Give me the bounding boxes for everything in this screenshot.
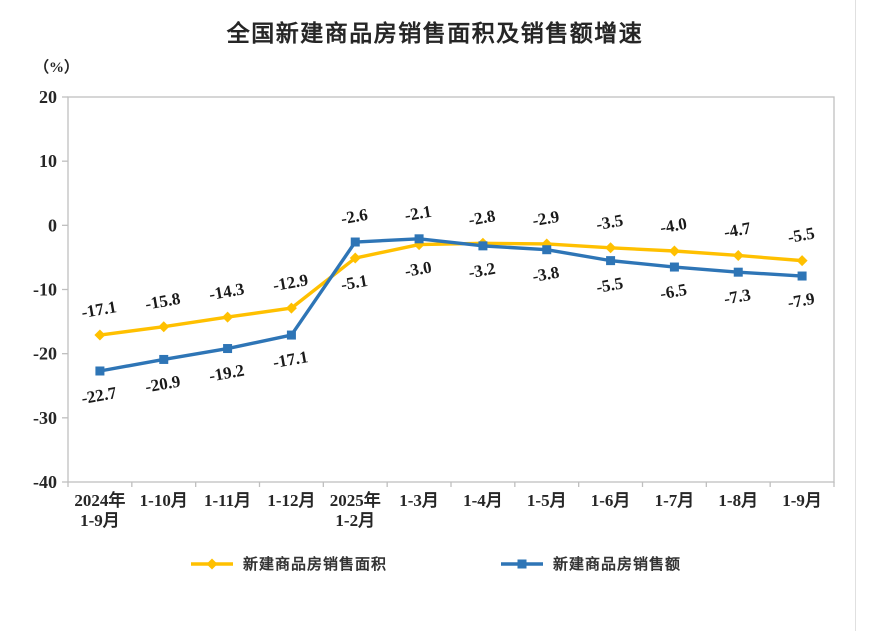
y-axis-tick-label: 10 — [39, 151, 57, 171]
y-axis-unit-label: （%） — [34, 60, 80, 76]
series-sales-value — [95, 234, 807, 376]
data-label: -6.5 — [659, 280, 689, 303]
series-sales-area — [94, 237, 808, 341]
x-axis-category-label: 2024年 1-9月 — [74, 490, 125, 530]
data-label: -22.7 — [80, 383, 119, 408]
data-point-diamond — [668, 245, 680, 257]
data-point-square — [223, 344, 233, 354]
data-point-diamond — [94, 329, 106, 341]
plot-area: 20 10 0 -10 -20 -30 -40 2024年 1-9月 1-10月 1-11月 1-12… — [33, 87, 835, 530]
legend-marker-sales-value-icon — [501, 559, 543, 568]
y-axis-tick-label: 20 — [39, 87, 57, 107]
data-label: -5.5 — [786, 224, 816, 247]
data-label: -5.5 — [595, 274, 625, 297]
data-point-square — [286, 330, 296, 340]
legend-label-sales-value: 新建商品房销售额 — [553, 556, 682, 573]
data-label: -3.8 — [531, 263, 561, 286]
x-axis-category-label: 1-8月 — [718, 491, 758, 510]
data-label: -15.8 — [144, 289, 182, 314]
x-axis-category-label: 1-5月 — [527, 491, 567, 510]
data-label: -2.9 — [531, 207, 561, 230]
data-point-square — [350, 237, 360, 247]
data-label: -3.0 — [403, 257, 433, 280]
data-label: -2.1 — [403, 202, 433, 225]
series-line — [99, 241, 803, 337]
x-axis-category-label: 2025年 1-2月 — [330, 490, 381, 530]
data-label: -4.0 — [659, 214, 689, 237]
x-axis-category-label: 1-3月 — [399, 491, 439, 510]
legend-marker-sales-area-icon — [190, 558, 233, 569]
data-point-square — [159, 354, 169, 364]
data-point-square — [542, 245, 552, 255]
y-axis-tick-label: 0 — [48, 215, 57, 235]
x-axis-category-label: 1-4月 — [463, 491, 503, 510]
data-label: -2.8 — [467, 206, 497, 229]
data-label: -14.3 — [208, 279, 246, 304]
legend-label-sales-area: 新建商品房销售面积 — [242, 556, 387, 573]
data-point-square — [797, 271, 807, 281]
x-axis-category-label: 1-12月 — [267, 491, 315, 510]
data-point-square — [95, 366, 105, 376]
page-edge-divider — [855, 0, 856, 631]
data-label: -20.9 — [144, 372, 182, 397]
data-label: -3.5 — [595, 211, 625, 234]
data-label: -17.1 — [80, 297, 118, 322]
data-point-diamond — [349, 252, 361, 264]
data-point-diamond — [732, 249, 744, 261]
series-line — [99, 237, 803, 373]
data-label: -4.7 — [722, 218, 752, 241]
y-axis-tick-label: -20 — [33, 344, 57, 364]
x-axis-category-label: 1-6月 — [591, 491, 631, 510]
data-point-diamond — [158, 321, 170, 333]
y-axis-tick-label: -40 — [33, 472, 57, 492]
x-axis-category-label: 1-10月 — [140, 491, 188, 510]
data-label: -7.3 — [722, 285, 752, 308]
data-label: -12.9 — [271, 270, 309, 295]
legend-item-sales-area: 新建商品房销售面积 — [189, 553, 387, 574]
legend: 新建商品房销售面积 新建商品房销售额 — [0, 553, 870, 574]
data-point-diamond — [222, 311, 234, 323]
data-point-diamond — [605, 242, 617, 254]
data-label: -19.2 — [208, 361, 246, 386]
chart-title: 全国新建商品房销售面积及销售额增速 — [226, 20, 644, 46]
data-label: -3.2 — [467, 259, 497, 282]
data-point-diamond — [796, 255, 808, 267]
x-axis-category-label: 1-9月 — [782, 491, 822, 510]
x-axis-category-label: 1-11月 — [204, 491, 251, 510]
data-point-square — [733, 267, 743, 277]
data-point-diamond — [285, 302, 297, 314]
y-axis-tick-label: -30 — [33, 408, 57, 428]
data-labels: -17.1 -22.7 -15.8 -20.9 -14.3 -19.2 -12.9 -17.1… — [80, 202, 816, 408]
data-label: -7.9 — [786, 289, 816, 312]
data-point-square — [606, 256, 616, 266]
data-label: -17.1 — [271, 347, 309, 372]
x-axis-category-label: 1-7月 — [655, 491, 695, 510]
legend-item-sales-value: 新建商品房销售额 — [499, 553, 681, 574]
data-label: -2.6 — [339, 205, 369, 228]
y-axis-tick-label: -10 — [33, 280, 57, 300]
data-point-square — [478, 241, 488, 251]
axes: 20 10 0 -10 -20 -30 -40 2024年 1-9月 1-10月 1-11月 1-12… — [33, 87, 835, 530]
data-point-square — [414, 234, 424, 244]
data-point-square — [669, 262, 679, 272]
data-label: -5.1 — [339, 271, 369, 294]
